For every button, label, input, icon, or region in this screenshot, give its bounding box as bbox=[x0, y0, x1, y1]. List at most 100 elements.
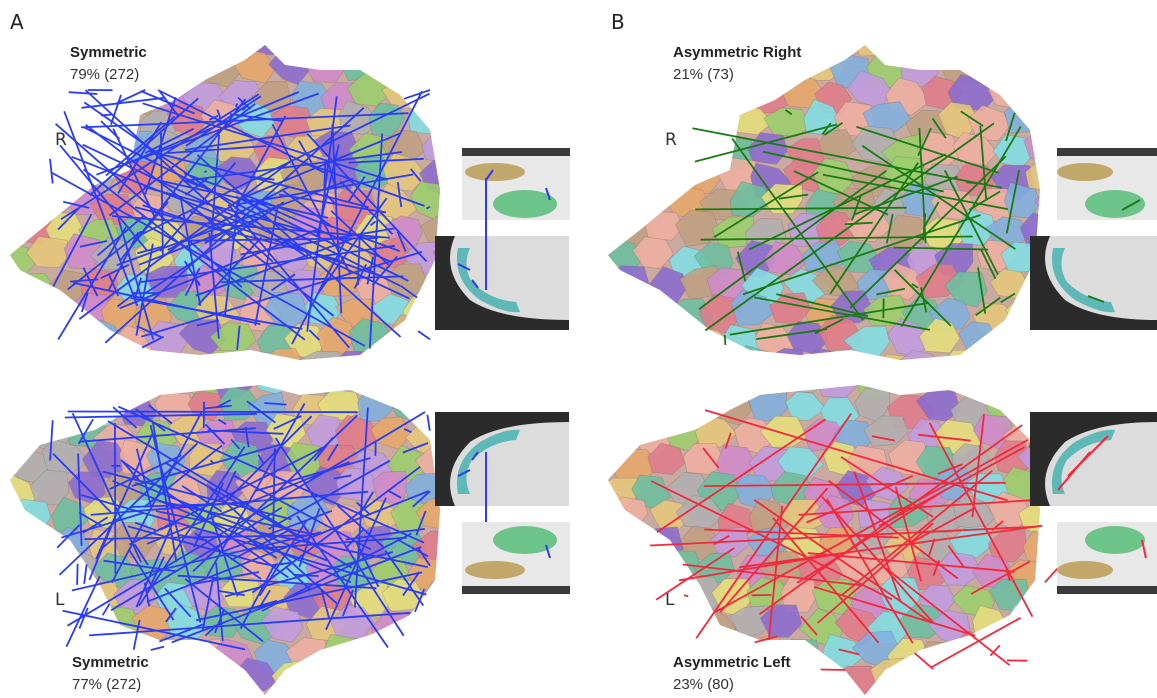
parcel bbox=[650, 575, 687, 613]
parcel bbox=[863, 415, 909, 447]
connection-line bbox=[971, 413, 985, 518]
connection-line bbox=[1005, 112, 1016, 142]
panel-a-bottom-title: Symmetric bbox=[72, 654, 149, 671]
parcel bbox=[642, 127, 688, 164]
connection-line bbox=[410, 168, 422, 182]
parcel bbox=[631, 665, 676, 695]
parcel bbox=[733, 47, 773, 82]
connection-line bbox=[821, 496, 934, 624]
parcel bbox=[815, 209, 859, 246]
parcel bbox=[35, 294, 79, 331]
connection-line bbox=[110, 94, 122, 125]
panel-b-bottom-title: Asymmetric Left bbox=[673, 654, 791, 671]
connection-line bbox=[100, 263, 130, 280]
parcel bbox=[999, 348, 1040, 360]
connection-line bbox=[209, 459, 215, 465]
parcel bbox=[608, 81, 620, 118]
connection-line bbox=[342, 589, 354, 617]
parcel bbox=[608, 392, 617, 424]
connection-line bbox=[753, 499, 931, 623]
parcel bbox=[937, 660, 979, 695]
connection-line bbox=[62, 200, 90, 209]
connection-line bbox=[235, 195, 409, 282]
parcel bbox=[13, 523, 56, 558]
parcel bbox=[319, 45, 365, 60]
connection-line bbox=[78, 607, 89, 629]
connection-line bbox=[135, 92, 430, 238]
connection-line bbox=[130, 297, 303, 330]
parcel bbox=[10, 212, 25, 246]
parcel bbox=[677, 45, 726, 57]
connection-line bbox=[683, 594, 689, 598]
connection-line bbox=[100, 120, 121, 140]
parcel bbox=[10, 125, 51, 160]
connection-line bbox=[160, 130, 164, 257]
parcel bbox=[608, 346, 640, 360]
parcel bbox=[763, 241, 808, 276]
parcel bbox=[86, 45, 128, 62]
parcel bbox=[767, 46, 805, 81]
connection-line bbox=[827, 479, 959, 580]
connection-line bbox=[195, 571, 423, 622]
parcel bbox=[608, 187, 639, 219]
connection-line bbox=[101, 603, 111, 616]
parcel bbox=[682, 77, 724, 110]
parcel bbox=[956, 385, 1000, 394]
connection-line bbox=[232, 474, 372, 551]
parcel bbox=[1039, 663, 1040, 695]
connection-line bbox=[52, 452, 112, 513]
connection-line bbox=[193, 482, 225, 548]
parcel bbox=[131, 669, 173, 695]
connection-line bbox=[207, 429, 284, 435]
parcel bbox=[371, 662, 415, 695]
connection-line bbox=[204, 423, 226, 445]
connection-line bbox=[81, 292, 89, 313]
connection-line bbox=[114, 423, 117, 574]
parcel bbox=[611, 76, 659, 110]
connection-line bbox=[201, 576, 215, 631]
parcel bbox=[627, 291, 673, 329]
connection-line bbox=[234, 115, 287, 210]
parcel bbox=[334, 350, 375, 360]
parcel bbox=[646, 79, 686, 114]
connection-line bbox=[756, 328, 828, 340]
connection-line bbox=[158, 500, 317, 536]
parcel bbox=[10, 605, 37, 640]
connection-line bbox=[417, 330, 431, 341]
connection-line bbox=[719, 487, 829, 613]
parcel bbox=[63, 669, 107, 695]
parcel bbox=[715, 385, 759, 402]
panel-a-top-connections bbox=[49, 89, 431, 351]
connection-line bbox=[217, 418, 227, 426]
connection-line bbox=[112, 128, 156, 218]
connection-line bbox=[927, 538, 936, 557]
parcel bbox=[13, 77, 51, 116]
connection-line bbox=[150, 150, 369, 209]
parcel bbox=[101, 605, 141, 644]
parcel bbox=[48, 316, 92, 353]
parcel bbox=[610, 496, 649, 529]
parcel bbox=[163, 45, 203, 79]
parcel bbox=[678, 136, 724, 170]
parcel bbox=[608, 385, 617, 393]
panel-a-inset-top-small bbox=[462, 148, 570, 220]
connection-line bbox=[243, 132, 401, 199]
connection-line bbox=[257, 454, 265, 465]
connection-line bbox=[861, 144, 1016, 250]
parcel bbox=[608, 554, 637, 596]
parcel bbox=[998, 52, 1040, 87]
parcel bbox=[834, 348, 877, 360]
connection-line bbox=[906, 506, 977, 546]
connection-line bbox=[913, 652, 934, 670]
parcel bbox=[993, 45, 1032, 59]
connection-line bbox=[682, 563, 863, 587]
connection-line bbox=[159, 162, 237, 252]
connection-line bbox=[704, 122, 995, 332]
parcel bbox=[608, 639, 624, 675]
connection-line bbox=[348, 157, 424, 164]
connection-line bbox=[217, 589, 245, 597]
connection-line bbox=[742, 214, 981, 296]
connection-line bbox=[250, 198, 392, 263]
parcel bbox=[967, 352, 1010, 360]
connection-line bbox=[387, 489, 402, 499]
